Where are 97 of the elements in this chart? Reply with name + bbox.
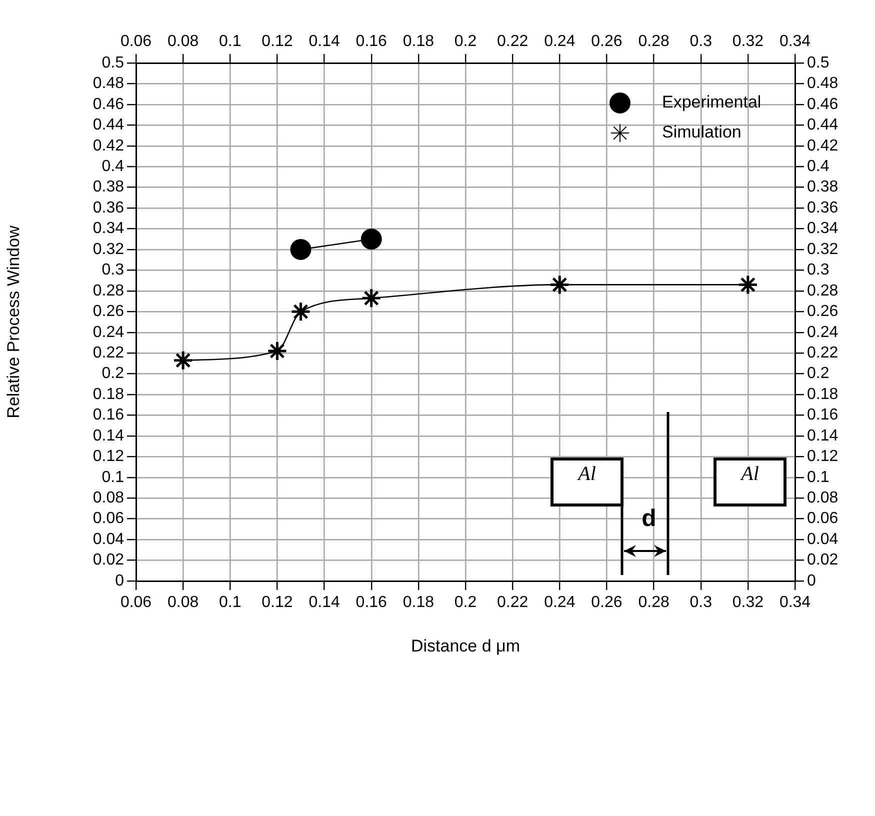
y2-tick-label: 0	[807, 572, 816, 590]
x-tick-label: 0.14	[308, 594, 340, 612]
x-tick-label: 0.08	[168, 594, 199, 612]
x-axis-title: Distance d μm	[411, 636, 520, 656]
x2-tick-label: 0.34	[779, 32, 811, 50]
y2-tick-label: 0.12	[807, 448, 838, 466]
y-axis-title: Relative Process Window	[4, 224, 23, 418]
y-tick-label: 0.3	[102, 262, 124, 279]
annotation: Al	[576, 463, 596, 485]
y2-tick-label: 0.02	[807, 552, 838, 569]
y2-tick-label: 0.06	[807, 510, 838, 528]
x-tick-label: 0.16	[356, 594, 388, 612]
y-tick-label: 0.46	[92, 96, 124, 113]
x2-tick-label: 0.16	[356, 32, 388, 50]
point	[549, 274, 570, 295]
x-tick-label: 0.18	[402, 594, 434, 612]
y-tick-label: 0.32	[92, 240, 124, 258]
y-tick-label: 0.1	[102, 468, 124, 486]
y2-tick-label: 0.24	[807, 324, 838, 341]
y-tick-label: 0.28	[92, 282, 124, 300]
point	[360, 228, 382, 250]
y-tick-label: 0.18	[92, 386, 124, 403]
y2-tick-label: 0.5	[807, 54, 830, 72]
point	[172, 350, 194, 371]
y-tick-label: 0.04	[92, 530, 124, 548]
y-tick-label: 0.02	[92, 552, 124, 569]
y2-tick-label: 0.18	[807, 386, 838, 403]
y2-tick-label: 0.48	[807, 75, 838, 92]
y2-tick-label: 0.34	[807, 220, 838, 238]
y-tick-label: 0.12	[92, 448, 124, 466]
x-tick-label: 0.24	[544, 594, 576, 612]
x2-tick-label: 0.26	[591, 32, 622, 50]
y-tick-label: 0.06	[92, 510, 124, 528]
point	[361, 288, 382, 308]
y-tick-label: 0.42	[92, 137, 124, 154]
point	[738, 274, 758, 295]
y2-tick-label: 0.32	[807, 240, 838, 258]
y2-tick-label: 0.42	[807, 137, 838, 154]
x-tick-label: 0.06	[120, 594, 152, 612]
y2-tick-label: 0.1	[807, 468, 830, 486]
y-tick-label: 0.5	[102, 54, 124, 72]
y-tick-label: 0.24	[92, 324, 124, 341]
y-tick-label: 0.22	[92, 344, 124, 362]
x2-tick-label: 0.2	[454, 32, 477, 50]
x-tick-label: 0.22	[497, 594, 528, 612]
y2-tick-label: 0.3	[807, 262, 830, 279]
y-tick-label: 0.26	[92, 303, 124, 320]
x-tick-label: 0.32	[732, 594, 764, 612]
x2-tick-label: 0.1	[219, 32, 242, 50]
x2-tick-label: 0.14	[308, 32, 340, 50]
y2-tick-label: 0.4	[807, 158, 830, 176]
y2-tick-label: 0.14	[807, 427, 838, 444]
y2-tick-label: 0.46	[807, 96, 838, 113]
legend-label: Experimental	[662, 92, 762, 112]
y-tick-label: 0.36	[92, 199, 124, 216]
y-tick-label: 0.38	[92, 178, 124, 196]
x-tick-label: 0.2	[454, 594, 477, 612]
y2-tick-label: 0.36	[807, 199, 838, 216]
y-tick-label: 0	[115, 572, 124, 590]
legend-label: Simulation	[662, 122, 742, 142]
y2-tick-label: 0.04	[807, 530, 838, 548]
y-tick-label: 0.34	[92, 220, 124, 238]
annotation: Al	[739, 463, 760, 485]
annotation: d	[642, 505, 656, 532]
x2-tick-label: 0.08	[168, 32, 199, 50]
x-tick-label: 0.1	[219, 594, 242, 612]
y-tick-label: 0.08	[92, 490, 124, 507]
x-tick-label: 0.26	[591, 594, 622, 612]
y2-tick-label: 0.28	[807, 282, 838, 300]
x-tick-label: 0.12	[262, 594, 293, 612]
y2-tick-label: 0.08	[807, 490, 838, 507]
y2-tick-label: 0.38	[807, 178, 838, 196]
y-tick-label: 0.44	[92, 116, 124, 134]
x2-tick-label: 0.22	[497, 32, 528, 50]
y-tick-label: 0.16	[92, 406, 124, 424]
x2-tick-label: 0.12	[262, 32, 293, 50]
x2-tick-label: 0.18	[402, 32, 434, 50]
x2-tick-label: 0.3	[690, 32, 712, 50]
y-tick-label: 0.48	[92, 75, 124, 92]
y2-tick-label: 0.44	[807, 116, 838, 134]
point	[290, 301, 311, 322]
y2-tick-label: 0.26	[807, 303, 838, 320]
y2-tick-label: 0.22	[807, 344, 838, 362]
x2-tick-label: 0.28	[638, 32, 670, 50]
x-tick-label: 0.34	[779, 594, 811, 612]
y2-tick-label: 0.16	[807, 406, 838, 424]
point	[266, 340, 288, 362]
x2-tick-label: 0.24	[544, 32, 576, 50]
point	[290, 238, 312, 260]
x2-tick-label: 0.32	[732, 32, 764, 50]
x2-tick-label: 0.06	[120, 32, 152, 50]
x-tick-label: 0.3	[690, 594, 712, 612]
x-tick-label: 0.28	[638, 594, 670, 612]
y-tick-label: 0.2	[102, 365, 124, 382]
y-tick-label: 0.14	[92, 427, 124, 444]
y-tick-label: 0.4	[102, 158, 124, 176]
y2-tick-label: 0.2	[807, 365, 830, 382]
